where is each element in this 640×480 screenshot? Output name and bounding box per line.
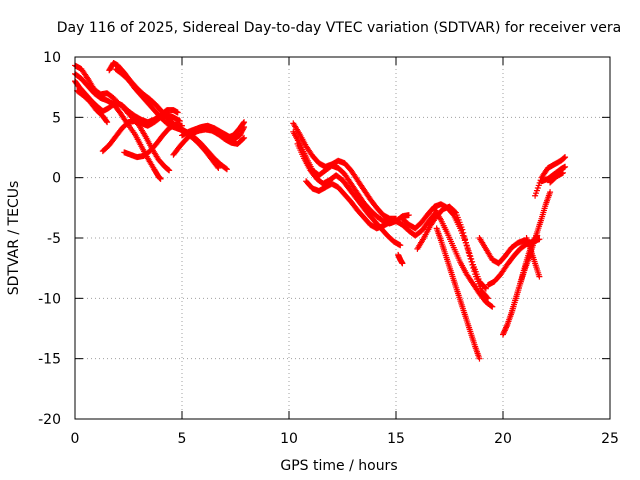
data-point	[501, 328, 508, 335]
data-point	[465, 249, 472, 256]
data-point	[103, 118, 110, 125]
data-point	[460, 229, 467, 236]
y-axis-label: SDTVAR / TECUs	[6, 181, 22, 296]
x-tick-label: 25	[601, 431, 619, 447]
data-point	[470, 264, 477, 271]
series-track-28	[547, 169, 566, 186]
data-point	[500, 330, 507, 337]
data-point	[503, 324, 510, 331]
y-tick-label: -15	[38, 352, 61, 368]
data-point	[463, 242, 470, 249]
data-point	[482, 285, 489, 292]
data-point	[559, 169, 566, 176]
data-point	[241, 123, 248, 130]
data-point	[468, 258, 475, 265]
data-point	[240, 120, 247, 127]
y-tick-label: 10	[43, 50, 61, 66]
series-track-20	[433, 225, 483, 362]
chart-title: Day 116 of 2025, Sidereal Day-to-day VTE…	[57, 20, 621, 36]
data-point	[459, 226, 466, 233]
data-point	[174, 109, 181, 116]
data-point	[536, 273, 543, 280]
data-point	[240, 135, 247, 142]
data-points	[72, 60, 569, 362]
y-tick-label: -10	[38, 291, 61, 307]
x-tick-label: 20	[494, 431, 512, 447]
series-track-5	[99, 111, 183, 155]
series-track-2	[72, 70, 164, 182]
data-point	[562, 154, 569, 161]
data-point	[179, 122, 185, 129]
y-tick-label: -20	[38, 412, 61, 428]
x-axis-label: GPS time / hours	[280, 458, 397, 474]
y-tick-label: 5	[52, 110, 61, 126]
data-point	[463, 239, 470, 246]
data-point	[471, 268, 478, 275]
data-point	[240, 125, 247, 132]
data-point	[466, 252, 473, 259]
data-point	[481, 284, 488, 291]
data-point	[452, 208, 459, 215]
data-point	[405, 212, 412, 219]
y-tick-label: -5	[47, 231, 61, 247]
data-point	[241, 134, 248, 141]
data-point	[215, 165, 222, 172]
series-track-7	[112, 66, 222, 172]
series-track-24	[508, 189, 554, 316]
data-point	[399, 260, 406, 267]
series-track-15	[303, 178, 438, 239]
data-point	[562, 163, 569, 170]
x-tick-labels: 0 5 10 15 20 25	[71, 431, 619, 447]
data-point	[464, 246, 471, 253]
axis-ticks	[74, 56, 611, 420]
data-point	[547, 189, 554, 196]
data-point	[462, 236, 469, 243]
data-point	[223, 166, 230, 173]
data-point	[469, 261, 476, 268]
x-tick-label: 10	[280, 431, 298, 447]
series-track-12	[290, 120, 399, 222]
data-point	[503, 323, 510, 330]
series-track-4	[74, 87, 111, 126]
series-track-16	[395, 251, 406, 267]
data-point	[223, 165, 230, 172]
y-tick-label: 0	[52, 171, 61, 187]
series-track-11	[211, 123, 248, 143]
data-point	[476, 355, 483, 362]
data-point	[157, 175, 164, 182]
series-track-8	[121, 121, 185, 161]
data-point	[397, 242, 404, 249]
data-point	[488, 303, 495, 310]
data-point	[166, 167, 173, 174]
series-track-25	[523, 235, 543, 280]
y-tick-labels: -20 -15 -10 -5 0 5 10	[38, 50, 61, 428]
x-tick-label: 15	[387, 431, 405, 447]
series-track-26	[532, 154, 569, 199]
data-point	[500, 331, 506, 338]
x-tick-label: 0	[71, 431, 80, 447]
series-track-19	[431, 206, 496, 310]
data-point	[214, 163, 221, 170]
data-point	[104, 119, 111, 126]
data-point	[489, 303, 496, 310]
grid-lines	[75, 57, 610, 419]
data-point	[501, 327, 508, 334]
data-point	[502, 326, 509, 333]
series-track-14	[294, 140, 404, 249]
data-point	[461, 233, 468, 240]
data-point	[467, 255, 474, 262]
x-tick-label: 5	[178, 431, 187, 447]
